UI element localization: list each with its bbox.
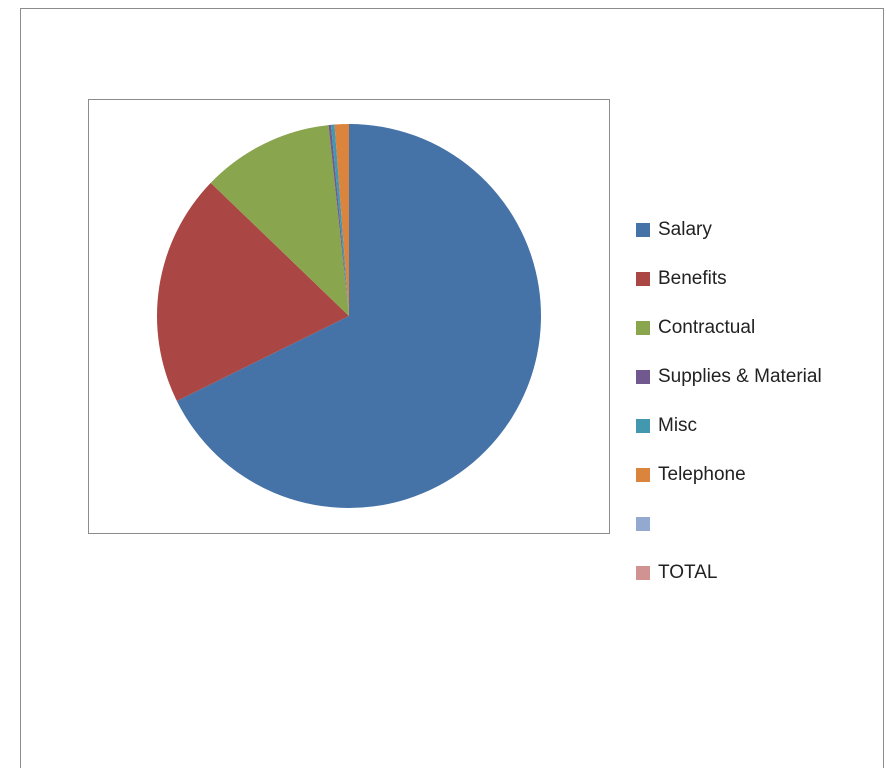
pie-slice-telephone (334, 124, 349, 316)
chart-area (20, 8, 884, 768)
legend-item-misc: Misc (636, 401, 884, 450)
legend: Salary Benefits Contractual Supplies & M… (636, 205, 884, 597)
legend-swatch-benefits (636, 271, 650, 286)
legend-label-telephone: Telephone (658, 463, 746, 485)
pie-slice-benefits (157, 182, 349, 402)
legend-label-contractual: Contractual (658, 316, 756, 338)
legend-label-salary: Salary (658, 218, 712, 240)
legend-swatch-supplies (636, 369, 650, 384)
pie-slice-supplies-material (328, 124, 349, 316)
legend-swatch-salary (636, 222, 650, 237)
legend-swatch-total (636, 565, 650, 580)
legend-item-contractual: Contractual (636, 303, 884, 352)
pie-slice-misc (330, 124, 349, 316)
legend-swatch-telephone (636, 467, 650, 482)
legend-item-blank (636, 499, 884, 548)
legend-swatch-misc (636, 418, 650, 433)
legend-label-misc: Misc (658, 414, 698, 436)
pie-slice-salary (176, 124, 542, 508)
pie-slice-contractual (210, 125, 349, 317)
plot-area-frame (88, 99, 610, 534)
legend-swatch-blank (636, 516, 650, 531)
legend-item-telephone: Telephone (636, 450, 884, 499)
legend-item-salary: Salary (636, 205, 884, 254)
legend-swatch-contractual (636, 320, 650, 335)
legend-item-benefits: Benefits (636, 254, 884, 303)
legend-label-benefits: Benefits (658, 267, 727, 289)
legend-item-total: TOTAL (636, 548, 884, 597)
pie-slices (157, 124, 542, 508)
legend-label-total: TOTAL (658, 561, 718, 583)
legend-label-supplies: Supplies & Material (658, 365, 822, 387)
legend-item-supplies: Supplies & Material (636, 352, 884, 401)
